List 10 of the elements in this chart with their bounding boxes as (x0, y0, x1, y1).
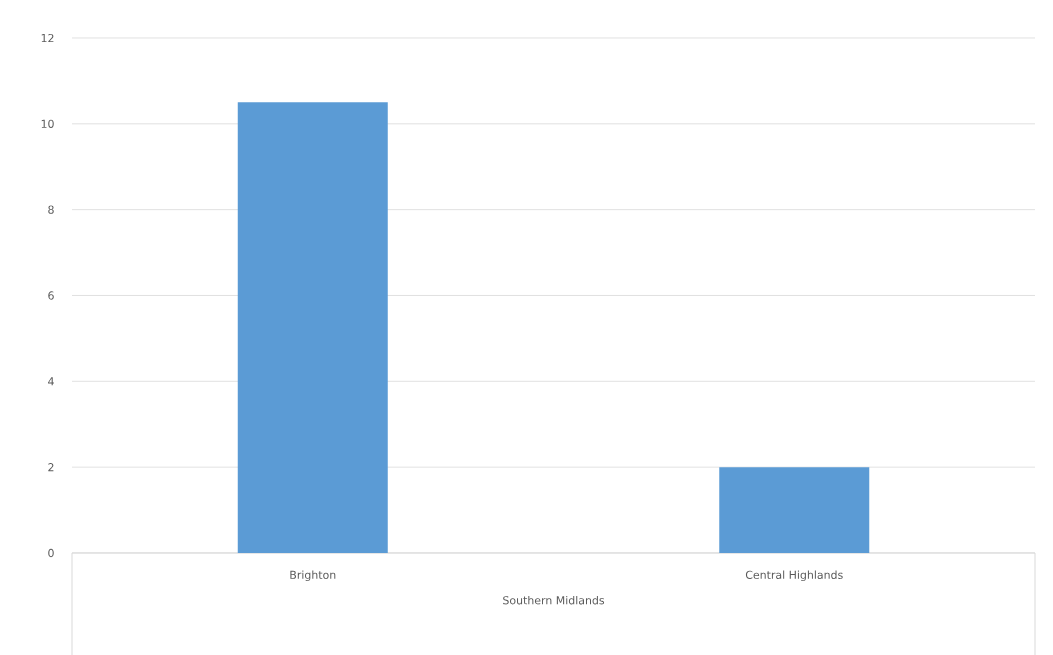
y-tick-label: 8 (48, 205, 54, 214)
x-tick-label: Brighton (290, 570, 336, 582)
y-tick-label: 12 (41, 33, 54, 43)
y-tick-label: 4 (48, 377, 54, 386)
y-tick-label: 2 (48, 463, 54, 472)
x-tick-label: Central Highlands (745, 570, 843, 582)
x-axis-title: Southern Midlands (503, 595, 605, 605)
y-tick-label: 0 (48, 548, 54, 558)
y-tick-label: 10 (41, 119, 54, 128)
y-tick-label: 6 (48, 291, 54, 300)
